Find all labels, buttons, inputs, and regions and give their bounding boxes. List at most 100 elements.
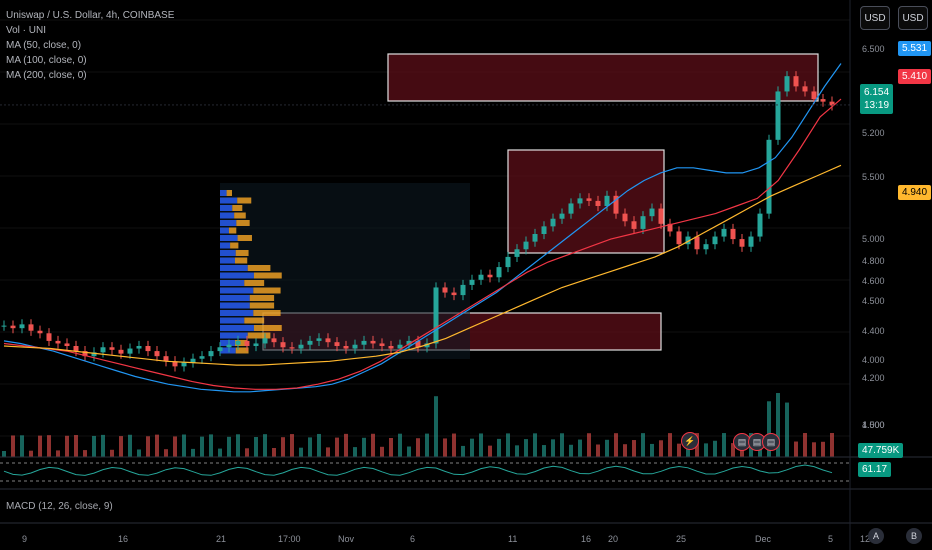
candle-body (271, 338, 277, 343)
profile-bar (220, 287, 254, 294)
profile-bar (234, 257, 248, 264)
profile-bar (230, 242, 239, 249)
profile-bar (237, 235, 252, 241)
volume-bar (668, 433, 672, 457)
volume-bar (65, 435, 69, 457)
candle-body (829, 101, 835, 106)
volume-bar (659, 440, 663, 457)
candle-body (28, 324, 34, 331)
candle-body (685, 236, 691, 245)
volume-bar (290, 434, 294, 457)
candle-body (613, 195, 619, 214)
candle-body (379, 343, 385, 346)
volume-bar (173, 436, 177, 457)
volume-tag: 47.759K (858, 443, 904, 458)
volume-bar (578, 439, 582, 457)
rsi-line (3, 464, 833, 476)
candle-body (370, 340, 376, 344)
volume-bar (119, 436, 123, 457)
candle-body (37, 330, 43, 334)
candle-body (460, 284, 466, 296)
volume-bar (326, 447, 330, 457)
zone-rect (507, 149, 665, 254)
volume-bar (47, 435, 51, 457)
time-axis-label: 17:00 (278, 534, 301, 544)
volume-bar (200, 436, 204, 457)
volume-bar (281, 437, 285, 457)
event-flag-icon[interactable]: ▤ (762, 433, 780, 451)
profile-bar (220, 205, 233, 211)
price-axis-label: 5.000 (862, 234, 885, 244)
volume-bar (29, 450, 33, 457)
candle-body (424, 343, 430, 348)
chart-legend: Uniswap / U.S. Dollar, 4h, COINBASE Vol … (6, 8, 174, 83)
volume-bar (371, 433, 375, 457)
profile-bar (237, 197, 252, 204)
candle-body (235, 340, 241, 345)
volume-bar (479, 433, 483, 457)
volume-bar (407, 446, 411, 457)
volume-bar (272, 447, 276, 457)
candle-body (82, 351, 88, 357)
volume-bar (182, 434, 186, 457)
ma200-legend[interactable]: MA (200, close, 0) (6, 70, 87, 81)
volume-bar (488, 445, 492, 457)
candle-body (163, 356, 169, 362)
price-axis-label: 4.000 (862, 355, 885, 365)
currency-button-1[interactable]: USD (860, 6, 890, 30)
candle-body (73, 346, 79, 352)
profile-bar (220, 317, 245, 324)
candle-body (127, 348, 133, 354)
volume-bar (587, 433, 591, 457)
volume-bar (344, 433, 348, 457)
volume-bar (425, 433, 429, 457)
volume-bar (398, 433, 402, 457)
last-price: 6.154 (864, 87, 890, 98)
volume-bar (776, 393, 780, 457)
time-axis-label: 16 (118, 534, 129, 544)
price-axis-label: 5.200 (862, 128, 885, 138)
candle-body (415, 340, 421, 348)
profile-bar (220, 295, 250, 301)
time-axis-label: 5 (828, 534, 834, 544)
profile-bar (220, 302, 250, 309)
time-axis-label: 20 (608, 534, 619, 544)
last-price-tag: 6.154 13:19 (860, 84, 894, 114)
volume-bar (137, 449, 141, 457)
currency-button-2[interactable]: USD (898, 6, 928, 30)
profile-bar (220, 332, 248, 339)
candle-body (820, 99, 826, 102)
candle-body (514, 249, 520, 257)
macd-legend[interactable]: MACD (12, 26, close, 9) (6, 501, 113, 512)
moving-average-lines (3, 63, 842, 393)
volume-bar (515, 445, 519, 457)
auto-scale-button[interactable]: A (868, 528, 884, 544)
profile-bar (247, 265, 271, 271)
candle-body (397, 344, 403, 349)
volume-bar (785, 402, 789, 457)
candle-body (64, 343, 70, 346)
time-axis-label: 12 (860, 534, 871, 544)
candle-body (199, 356, 205, 359)
candle-body (703, 244, 709, 250)
log-scale-button[interactable]: B (906, 528, 922, 544)
ma50-legend[interactable]: MA (50, close, 0) (6, 40, 82, 51)
volume-bar (434, 396, 438, 457)
zone-rect (387, 53, 819, 102)
symbol-title[interactable]: Uniswap / U.S. Dollar, 4h, COINBASE (6, 10, 175, 21)
volume-bar (461, 445, 465, 457)
candle-body (757, 213, 763, 237)
ma100-legend[interactable]: MA (100, close, 0) (6, 55, 87, 66)
volume-legend[interactable]: Vol · UNI (6, 25, 47, 36)
candle-body (550, 218, 556, 227)
volume-bars (2, 393, 834, 457)
candle-body (325, 338, 331, 343)
volume-bar (11, 435, 15, 457)
profile-bar (253, 287, 281, 294)
volume-bar (767, 401, 771, 457)
ma-blue-price-tag: 5.531 (898, 41, 932, 56)
candle-body (739, 239, 745, 247)
volume-bar (101, 434, 105, 457)
lightning-icon[interactable]: ⚡ (681, 432, 699, 450)
